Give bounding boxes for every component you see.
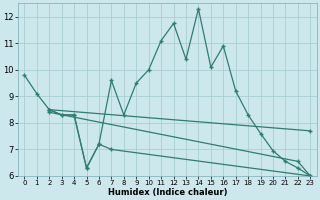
X-axis label: Humidex (Indice chaleur): Humidex (Indice chaleur) <box>108 188 227 197</box>
